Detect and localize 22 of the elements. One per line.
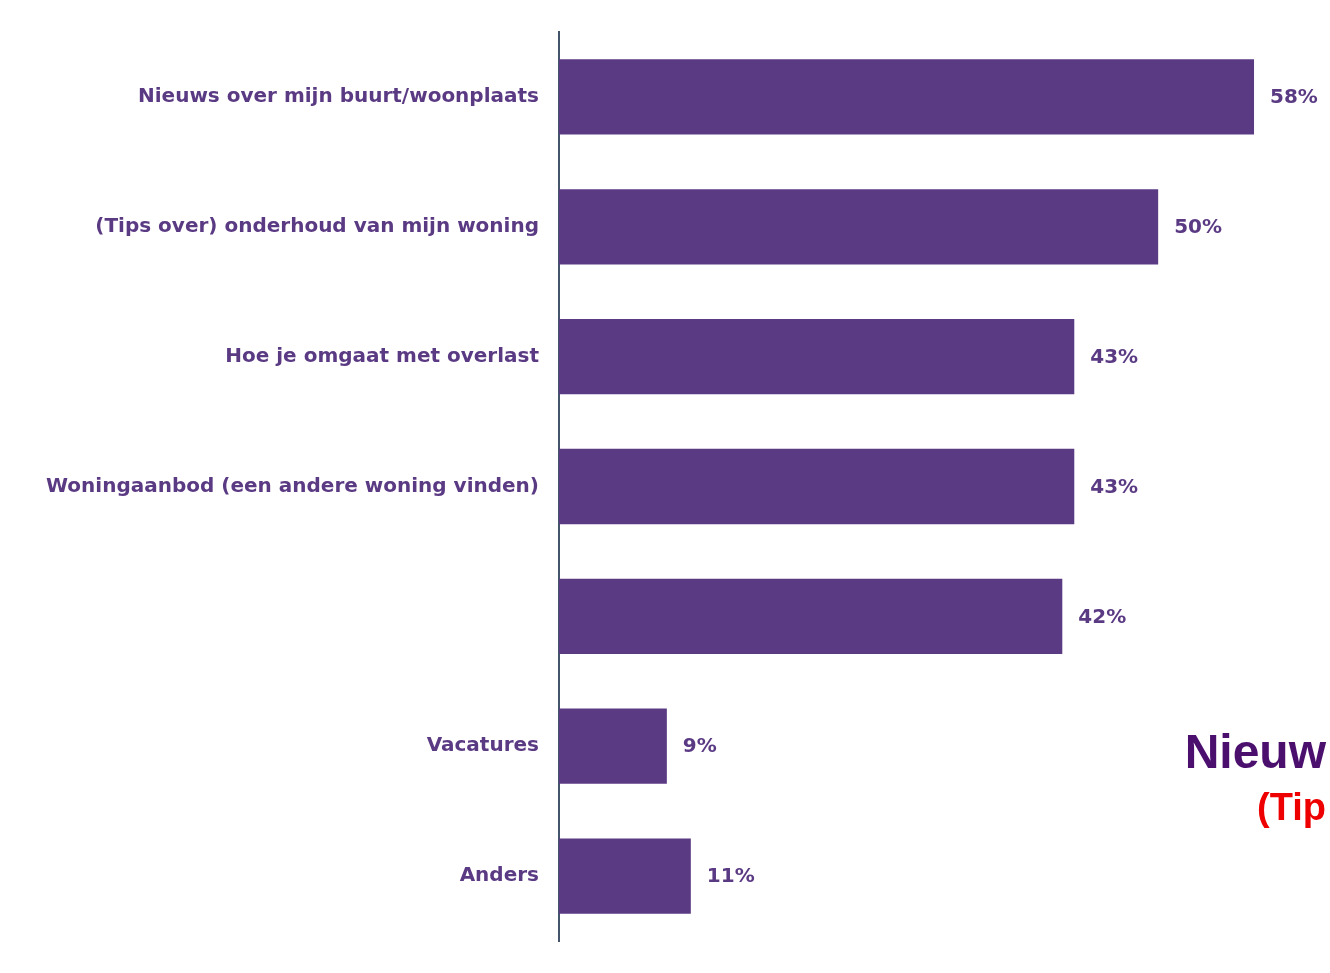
annotation: Nieuw — [1184, 725, 1327, 779]
data-label: 9% — [682, 733, 717, 758]
y-tick-label: Vacatures — [426, 732, 539, 757]
bar — [559, 708, 667, 784]
y-tick-label: Woningaanbod (een andere woning vinden) — [46, 472, 539, 497]
bar — [559, 838, 691, 914]
y-tick-label: (Tips over) onderhoud van mijn woning — [95, 212, 539, 237]
data-label: 43% — [1090, 343, 1139, 368]
data-label: 11% — [706, 863, 755, 888]
bar — [559, 59, 1255, 135]
y-tick-label: Anders — [459, 862, 539, 887]
y-tick-label: Nieuws over mijn buurt/woonplaats — [137, 83, 539, 108]
data-label: 50% — [1174, 213, 1223, 238]
bar — [559, 578, 1063, 655]
data-label: 43% — [1090, 473, 1139, 498]
bar — [559, 189, 1159, 265]
text: (Tip — [1257, 786, 1326, 829]
y-tick-label: Hoe je omgaat met overlast — [225, 342, 540, 367]
bar — [559, 448, 1075, 525]
data-label: 58% — [1270, 84, 1318, 109]
data-label: 42% — [1078, 603, 1127, 628]
bar — [559, 318, 1075, 395]
